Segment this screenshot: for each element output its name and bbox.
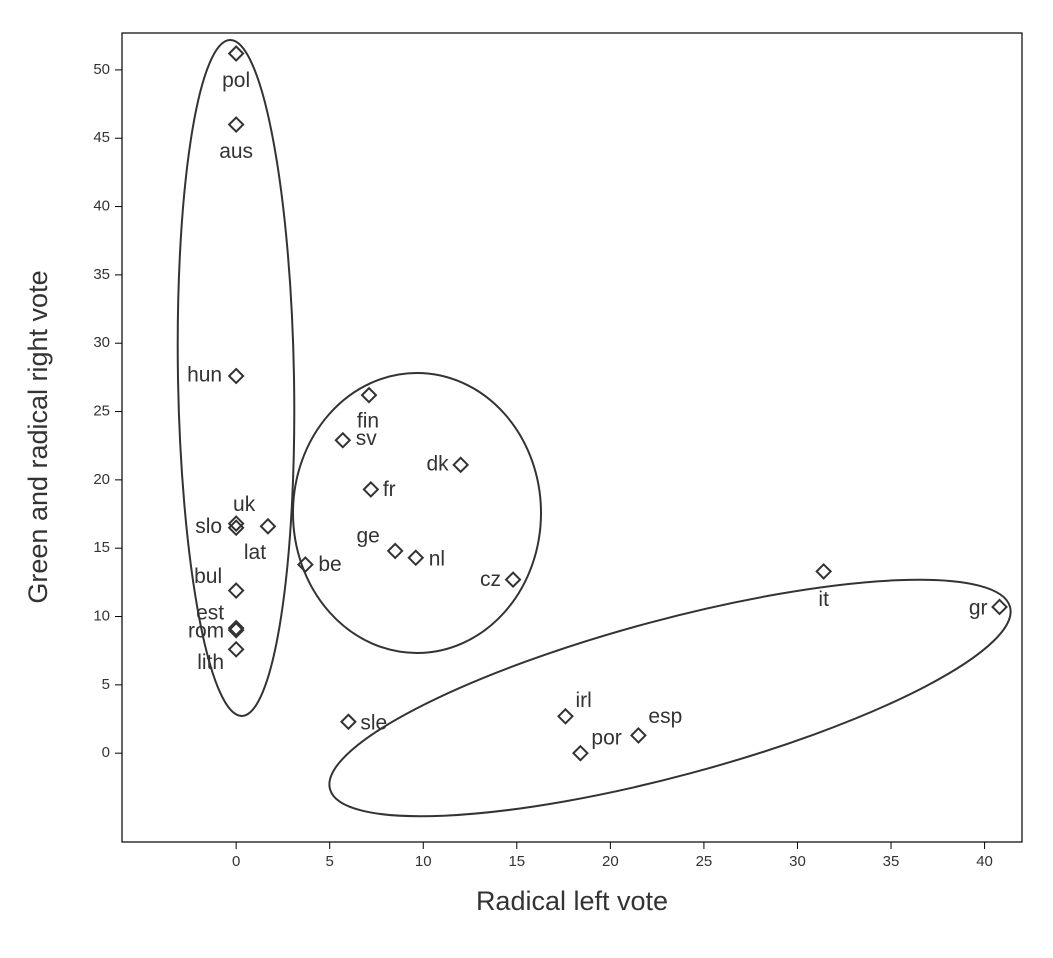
y-tick-label: 45: [93, 129, 110, 146]
x-tick-label: 10: [415, 853, 432, 870]
x-tick-label: 5: [326, 853, 334, 870]
point: [227, 519, 245, 537]
point-label: lat: [244, 541, 266, 564]
point: [362, 481, 380, 498]
point-label: be: [318, 553, 341, 576]
cluster-ellipse: [328, 578, 1012, 818]
y-tick-label: 10: [93, 607, 110, 624]
point-label: cz: [480, 568, 501, 591]
point-label: rom: [188, 620, 224, 643]
point-label: bul: [194, 565, 222, 588]
point: [504, 571, 522, 589]
point: [259, 517, 277, 535]
x-tick-label: 35: [883, 853, 900, 870]
cluster-ellipse: [292, 372, 542, 654]
point: [360, 386, 378, 404]
cluster-ellipse: [176, 39, 296, 717]
point-label: lith: [197, 651, 224, 674]
point: [227, 45, 245, 62]
y-tick-label: 35: [93, 266, 110, 283]
point-label: slo: [195, 515, 222, 538]
point-label: sle: [360, 711, 387, 734]
point: [386, 542, 404, 560]
point-label: uk: [233, 493, 256, 516]
point: [227, 515, 245, 533]
y-tick-label: 0: [102, 744, 110, 761]
y-axis-title: Green and radical right vote: [23, 270, 53, 603]
point-label: est: [196, 602, 224, 625]
point-label: ge: [357, 524, 380, 547]
point-label: esp: [648, 705, 682, 728]
y-tick-label: 50: [93, 61, 110, 78]
point-label: dk: [426, 452, 449, 475]
point: [227, 621, 245, 639]
point-label: gr: [969, 596, 988, 619]
point: [339, 713, 357, 731]
y-tick-label: 25: [93, 403, 110, 420]
x-tick-label: 30: [789, 853, 806, 870]
point: [227, 116, 245, 133]
point-label: it: [818, 588, 829, 611]
plot-frame: [121, 32, 1023, 843]
point: [296, 556, 314, 574]
x-tick-label: 25: [696, 853, 713, 870]
point-label: fr: [383, 478, 396, 501]
x-tick-label: 15: [508, 853, 525, 870]
point-label: irl: [575, 689, 591, 712]
point: [630, 726, 647, 744]
point-label: sv: [356, 427, 378, 450]
point: [815, 563, 833, 580]
y-tick-label: 5: [102, 676, 110, 693]
point-label: por: [591, 727, 621, 750]
y-tick-label: 15: [93, 539, 110, 556]
point: [227, 619, 245, 637]
point: [452, 456, 470, 474]
point: [572, 744, 589, 762]
y-tick-label: 40: [93, 198, 110, 215]
point-label: hun: [187, 364, 222, 387]
x-tick-label: 40: [976, 853, 993, 870]
point-label: fin: [357, 410, 379, 433]
x-axis-title: Radical left vote: [476, 886, 668, 916]
point: [227, 582, 245, 599]
point: [227, 367, 245, 385]
point-label: pol: [222, 69, 250, 92]
point-label: aus: [219, 140, 253, 163]
x-tick-label: 0: [232, 853, 240, 870]
point: [407, 549, 425, 567]
cluster-ellipses: [176, 39, 1012, 818]
y-tick-label: 20: [93, 471, 110, 488]
point: [991, 598, 1008, 616]
point-label: nl: [429, 547, 445, 570]
point: [557, 707, 574, 725]
x-tick-label: 20: [602, 853, 619, 870]
point: [227, 640, 245, 658]
y-tick-label: 30: [93, 334, 110, 351]
point: [334, 431, 352, 449]
